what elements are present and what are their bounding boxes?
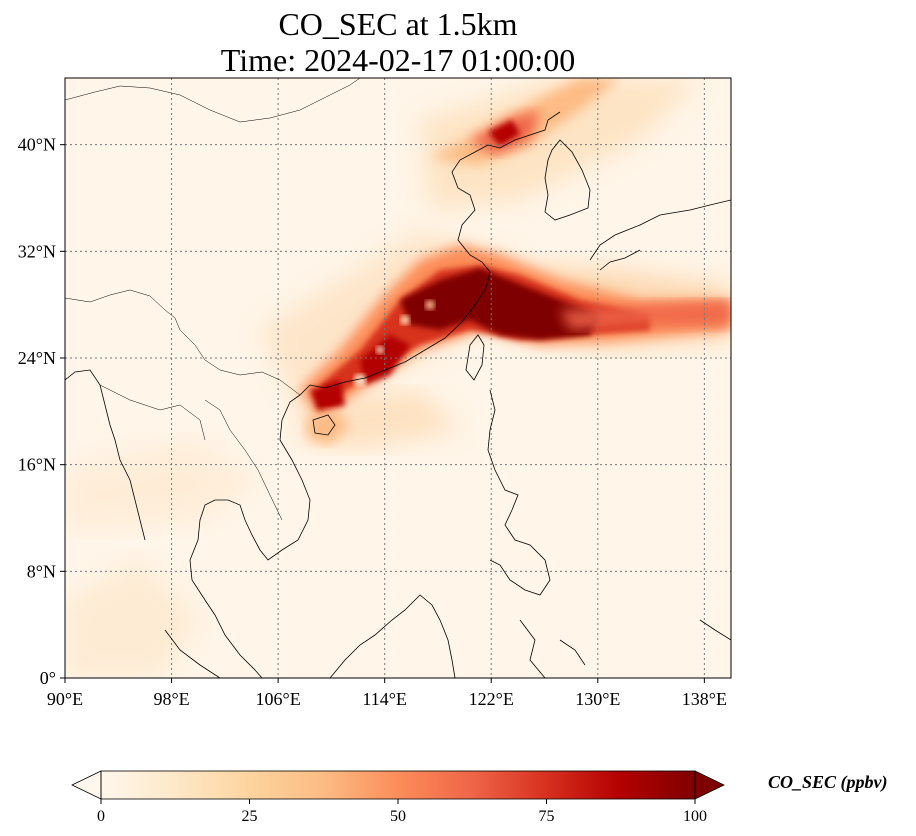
lon-tick-label: 130°E [575, 689, 620, 709]
gridlines [65, 78, 731, 678]
colorbar-gradient [101, 771, 695, 799]
map-frame [64, 77, 732, 679]
lat-tick-label: 40°N [18, 135, 56, 155]
lon-tick-label: 98°E [153, 689, 189, 709]
lat-tick-label: 24°N [18, 348, 56, 368]
lat-tick-label: 16°N [18, 455, 56, 475]
colorbar-extend-max [694, 770, 725, 800]
lat-tick-label: 0° [40, 668, 56, 688]
lon-tick-label: 90°E [47, 689, 83, 709]
lon-tick-label: 122°E [469, 689, 514, 709]
lon-tick-label: 114°E [362, 689, 407, 709]
map-title: CO_SEC at 1.5km [278, 6, 518, 42]
lon-tick-label: 106°E [256, 689, 301, 709]
map-subtitle-time: Time: 2024-02-17 01:00:00 [220, 42, 576, 78]
axis-ticks: 90°E 98°E 106°E 114°E 122°E 130°E 138°E 0° 8°N 16… [18, 135, 727, 709]
lon-tick-label: 138°E [682, 689, 727, 709]
colorbar: 0 25 50 75 100 CO_SEC (ppbv) [71, 770, 888, 825]
colorbar-tick-label: 0 [97, 808, 105, 825]
colorbar-label: CO_SEC (ppbv) [768, 772, 888, 793]
colorbar-tick-label: 25 [242, 808, 258, 825]
lat-tick-label: 32°N [18, 241, 56, 261]
concentration-field [65, 78, 731, 678]
map-background [65, 78, 731, 678]
colorbar-extend-min [71, 770, 102, 800]
colorbar-tick-label: 100 [683, 808, 707, 825]
colorbar-tick-label: 50 [390, 808, 406, 825]
colorbar-tick-label: 75 [539, 808, 555, 825]
lat-tick-label: 8°N [27, 561, 56, 581]
coastlines [65, 78, 731, 678]
